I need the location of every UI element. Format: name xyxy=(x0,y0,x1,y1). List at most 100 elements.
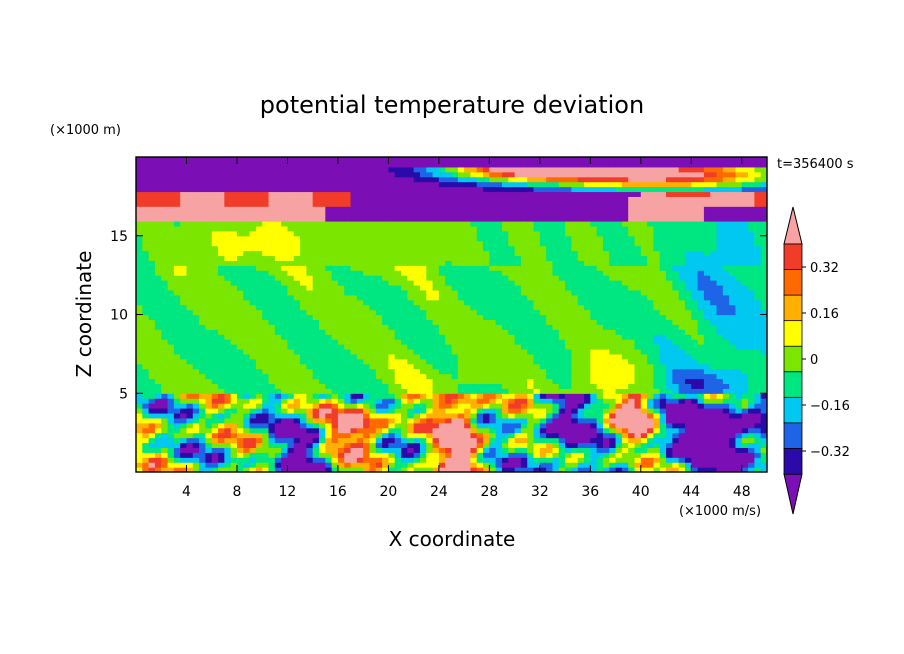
heat-cell xyxy=(457,280,465,286)
heat-cell xyxy=(571,462,579,468)
heat-cell xyxy=(218,388,225,394)
heat-cell xyxy=(236,324,244,330)
heat-cell xyxy=(716,304,724,311)
heat-cell xyxy=(281,250,289,257)
heat-cell xyxy=(508,432,516,439)
heat-cell xyxy=(325,275,333,281)
heat-cell xyxy=(154,260,162,266)
heat-cell xyxy=(167,319,175,325)
heat-cell xyxy=(438,388,446,394)
heat-cell xyxy=(136,309,143,316)
heat-cell xyxy=(754,358,762,365)
heat-cell xyxy=(375,329,383,335)
heat-cell xyxy=(697,398,705,404)
heat-cell xyxy=(451,422,459,429)
heat-cell xyxy=(274,432,282,439)
heat-cell xyxy=(136,417,143,424)
heat-cell xyxy=(419,388,427,394)
heat-cell xyxy=(741,275,749,281)
heat-cell xyxy=(419,403,427,409)
heat-cell xyxy=(684,260,692,266)
heat-cell xyxy=(571,412,579,419)
heat-cell xyxy=(262,467,270,472)
heat-cell xyxy=(716,348,724,355)
heat-cell xyxy=(148,265,156,271)
heat-cell xyxy=(533,245,541,252)
heat-cell xyxy=(451,270,459,276)
heat-cell xyxy=(382,329,389,335)
heat-cell xyxy=(533,314,541,321)
heat-cell xyxy=(192,230,200,237)
heat-cell xyxy=(729,437,737,444)
heat-cell xyxy=(716,299,724,306)
heat-cell xyxy=(426,314,434,321)
heat-cell xyxy=(710,280,718,286)
heat-cell xyxy=(148,319,156,325)
heat-cell xyxy=(735,319,743,325)
heat-cell xyxy=(318,442,326,448)
heat-cell xyxy=(192,437,200,444)
heat-cell xyxy=(590,245,598,252)
heat-cell xyxy=(678,314,686,321)
heat-cell xyxy=(584,280,591,286)
heat-cell xyxy=(300,235,307,242)
heat-cell xyxy=(546,353,554,360)
heat-cell xyxy=(710,240,718,247)
heat-cell xyxy=(199,275,207,281)
heat-cell xyxy=(558,294,566,301)
heat-cell xyxy=(224,412,232,419)
heat-cell xyxy=(565,319,572,325)
heat-cell xyxy=(590,383,598,389)
heat-cell xyxy=(571,417,579,424)
heat-cell xyxy=(363,442,371,448)
heat-cell xyxy=(609,457,617,463)
heat-cell xyxy=(464,398,472,404)
heat-cell xyxy=(148,403,156,409)
heat-cell xyxy=(312,398,320,404)
heat-cell xyxy=(419,344,427,350)
heat-cell xyxy=(457,334,465,340)
heat-cell xyxy=(243,447,251,453)
heat-cell xyxy=(451,403,459,409)
heat-cell xyxy=(666,368,673,375)
heat-cell xyxy=(584,344,591,350)
heat-cell xyxy=(268,245,276,252)
heat-cell xyxy=(584,265,591,271)
heat-cell xyxy=(262,422,270,429)
heat-cell xyxy=(672,225,680,232)
heat-cell xyxy=(634,270,642,276)
heat-cell xyxy=(640,452,648,458)
heat-cell xyxy=(735,255,743,261)
heat-cell xyxy=(501,403,509,409)
heat-cell xyxy=(634,344,642,350)
heat-cell xyxy=(609,398,617,404)
heat-cell xyxy=(710,373,718,380)
heat-cell xyxy=(691,422,699,429)
heat-cell xyxy=(205,393,213,399)
heat-cell xyxy=(161,339,169,345)
heat-cell xyxy=(539,442,547,448)
heat-cell xyxy=(539,398,547,404)
heat-cell xyxy=(754,378,762,384)
heat-cell xyxy=(729,250,737,257)
heat-cell xyxy=(312,280,320,286)
heat-cell xyxy=(318,255,326,261)
heat-cell xyxy=(710,417,718,424)
heat-cell xyxy=(621,368,629,375)
heat-cell xyxy=(218,289,225,296)
heat-cell xyxy=(363,319,371,325)
heat-cell xyxy=(590,462,598,468)
heat-cell xyxy=(634,403,642,409)
heat-cell xyxy=(722,393,730,399)
heat-cell xyxy=(375,442,383,448)
heat-cell xyxy=(602,447,610,453)
heat-cell xyxy=(691,398,699,404)
heat-cell xyxy=(167,378,175,384)
heat-cell xyxy=(584,398,591,404)
heat-cell xyxy=(318,284,326,291)
heat-cell xyxy=(634,329,642,335)
heat-cell xyxy=(426,373,434,380)
heat-cell xyxy=(167,334,175,340)
heat-cell xyxy=(230,334,238,340)
heat-cell xyxy=(243,304,251,311)
